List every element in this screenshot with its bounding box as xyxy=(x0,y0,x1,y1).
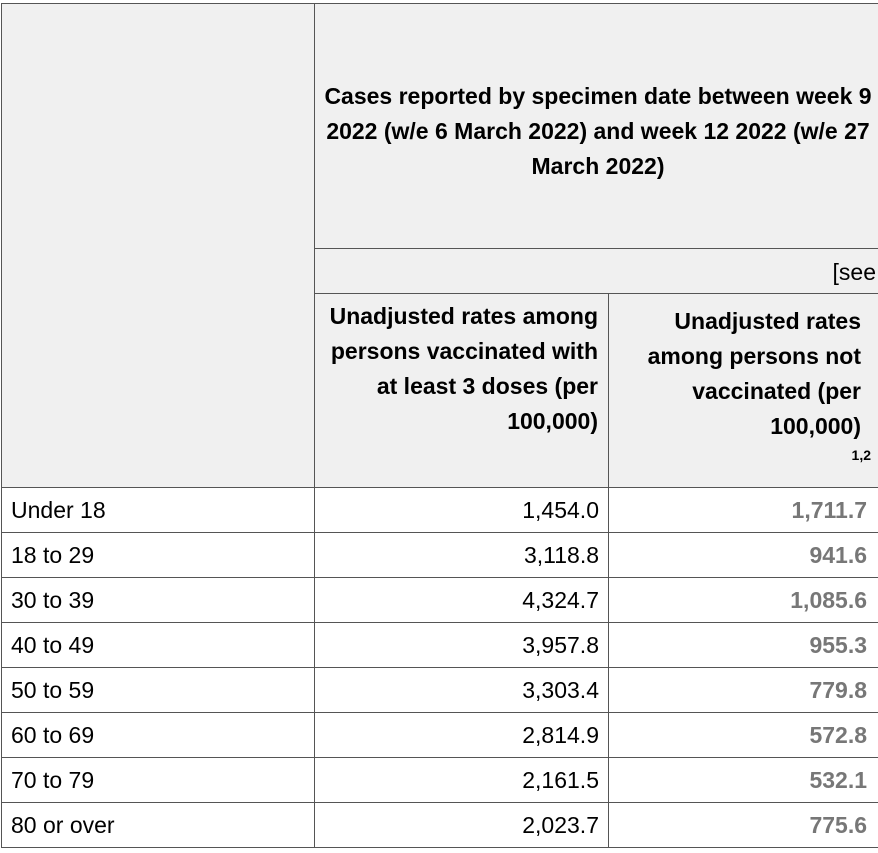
table-title: Cases reported by specimen date between … xyxy=(324,83,872,179)
unvaccinated-rate-cell: 775.6 xyxy=(607,802,878,848)
vaccinated-rate-cell: 2,814.9 xyxy=(314,712,609,758)
vaccinated-rate-cell: 3,118.8 xyxy=(314,532,609,578)
see-note-cell: [see xyxy=(313,248,878,294)
table-row: 50 to 59 3,303.4 779.8 xyxy=(1,667,878,713)
vaccinated-rate-cell: 2,023.7 xyxy=(314,802,609,848)
unvaccinated-rate-cell: 1,085.6 xyxy=(607,577,878,623)
age-group-cell: 40 to 49 xyxy=(1,622,315,668)
col-header-vaccinated: Unadjusted rates among persons vaccinate… xyxy=(314,293,609,488)
table-row: 30 to 39 4,324.7 1,085.6 xyxy=(1,577,878,623)
table-row: Under 18 1,454.0 1,711.7 xyxy=(1,487,878,533)
table-row: 60 to 69 2,814.9 572.8 xyxy=(1,712,878,758)
see-note[interactable]: [see xyxy=(832,259,877,285)
corner-cell xyxy=(1,3,315,488)
age-group-cell: 80 or over xyxy=(1,802,315,848)
see-note-row: [see xyxy=(2,248,878,294)
age-group-cell: 30 to 39 xyxy=(1,577,315,623)
table-row: 70 to 79 2,161.5 532.1 xyxy=(1,757,878,803)
unvaccinated-rate-cell: 532.1 xyxy=(607,757,878,803)
col-header-unvaccinated-text: Unadjusted rates among persons not vacci… xyxy=(647,308,862,439)
unvaccinated-rate-cell: 572.8 xyxy=(607,712,878,758)
vaccinated-rate-cell: 3,957.8 xyxy=(314,622,609,668)
vaccinated-rate-cell: 1,454.0 xyxy=(314,487,609,533)
vaccinated-rate-cell: 4,324.7 xyxy=(314,577,609,623)
column-header-row: Unadjusted rates among persons vaccinate… xyxy=(2,293,878,488)
unvaccinated-rate-cell: 1,711.7 xyxy=(607,487,878,533)
rates-table: Cases reported by specimen date between … xyxy=(1,3,878,848)
title-row: Cases reported by specimen date between … xyxy=(1,3,878,488)
col-header-vaccinated-label: Unadjusted rates among persons vaccinate… xyxy=(329,303,598,434)
age-group-cell: 70 to 79 xyxy=(1,757,315,803)
unvaccinated-rate-cell: 941.6 xyxy=(607,532,878,578)
table-title-cell: Cases reported by specimen date between … xyxy=(313,3,878,249)
unvaccinated-rate-cell: 779.8 xyxy=(607,667,878,713)
col-header-unvaccinated: Unadjusted rates among persons not vacci… xyxy=(607,293,878,488)
age-group-cell: 18 to 29 xyxy=(1,532,315,578)
footnote-ref[interactable]: 1,2 xyxy=(851,447,872,463)
table-row: 40 to 49 3,957.8 955.3 xyxy=(1,622,878,668)
vaccinated-rate-cell: 2,161.5 xyxy=(314,757,609,803)
age-group-cell: Under 18 xyxy=(1,487,315,533)
table-row: 18 to 29 3,118.8 941.6 xyxy=(1,532,878,578)
vaccinated-rate-cell: 3,303.4 xyxy=(314,667,609,713)
table-row: 80 or over 2,023.7 775.6 xyxy=(1,802,878,848)
unvaccinated-rate-cell: 955.3 xyxy=(607,622,878,668)
age-group-cell: 50 to 59 xyxy=(1,667,315,713)
col-header-unvaccinated-label: Unadjusted rates among persons not vacci… xyxy=(609,294,878,479)
age-group-cell: 60 to 69 xyxy=(1,712,315,758)
